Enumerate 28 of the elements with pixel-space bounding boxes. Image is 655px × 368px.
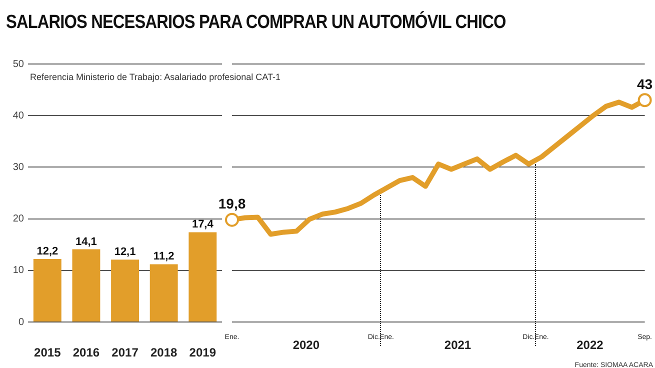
bar — [72, 249, 100, 322]
bar — [150, 264, 178, 322]
y-tick-label: 10 — [12, 265, 24, 276]
text: 2022 — [576, 338, 604, 352]
x-tick-label: 2015 — [34, 346, 62, 360]
x-tick-label: 2016 — [72, 346, 100, 360]
data-label: 43 — [637, 76, 653, 92]
data-label: 11,2 — [153, 250, 174, 263]
data-label: 17,4 — [192, 218, 214, 231]
y-tick-label: 50 — [12, 58, 24, 70]
y-tick-label: 30 — [12, 162, 24, 173]
data-label: 19,8 — [218, 196, 246, 212]
x-tick-label: 2019 — [189, 346, 216, 360]
text: 2020 — [292, 338, 320, 352]
y-tick-label: 40 — [12, 110, 24, 122]
data-label: 14,1 — [76, 236, 97, 248]
x-tick-label: 2017 — [112, 346, 139, 360]
annotation: Referencia Ministerio de Trabajo: Asalariado profesional CAT-1 — [30, 72, 280, 82]
chart-title: SALARIOS NECESARIOS PARA COMPRAR UN AUTOMÓVIL CHICO — [6, 12, 506, 34]
y-tick-label: 0 — [18, 316, 24, 328]
x-tick-label: 2018 — [150, 346, 178, 360]
data-label: 12,2 — [36, 246, 58, 258]
text: 2021 — [444, 338, 472, 352]
bar — [111, 260, 139, 322]
y-tick-label: 20 — [12, 214, 24, 225]
data-label: 12,1 — [114, 246, 136, 258]
bar — [188, 232, 217, 322]
bar — [33, 259, 62, 322]
